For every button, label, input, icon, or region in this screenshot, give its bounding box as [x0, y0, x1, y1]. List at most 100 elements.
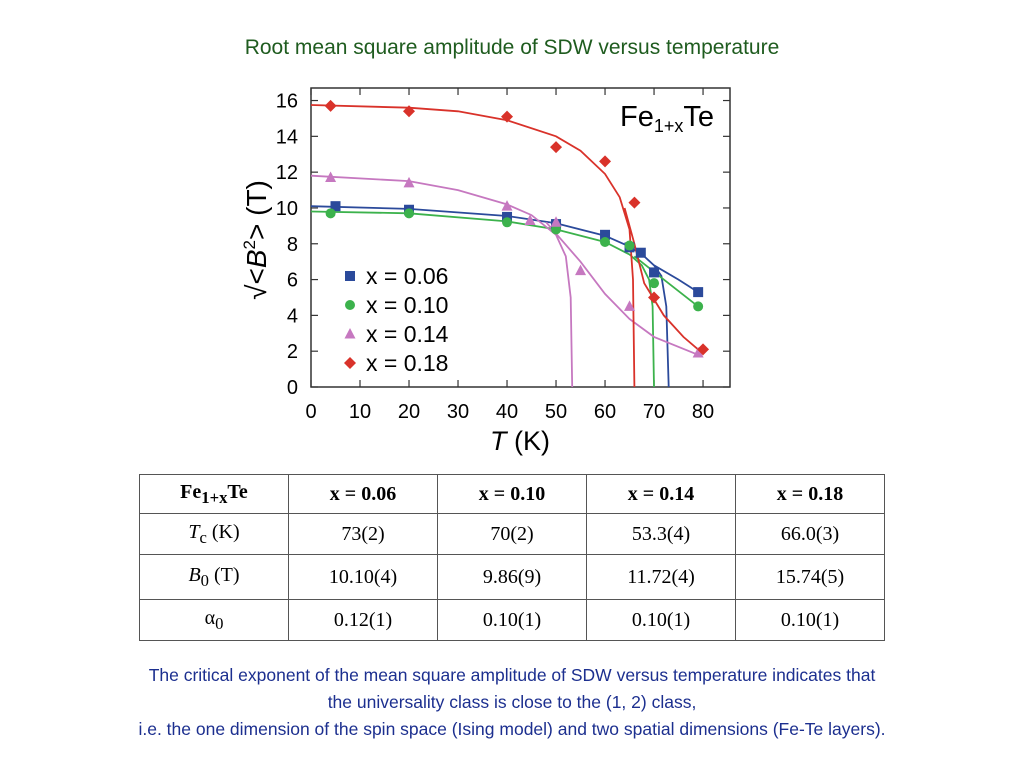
cell-part: B	[188, 563, 201, 586]
table-header: Fe1+xTe x = 0.06 x = 0.10 x = 0.14 x = 0.18	[139, 474, 885, 514]
data-point	[599, 155, 612, 168]
x-tick-label: 50	[545, 401, 567, 423]
x-tick-label: 0	[305, 401, 316, 423]
data-point	[635, 247, 646, 258]
x-axis-label: T (K)	[490, 426, 550, 456]
text-part: B	[241, 249, 272, 268]
table-row: α0 0.12(1) 0.10(1) 0.10(1) 0.10(1)	[139, 599, 885, 641]
table-cell: x = 0.14	[586, 474, 736, 514]
fit-curve	[310, 174, 699, 388]
data-point	[693, 287, 704, 298]
data-point	[502, 217, 513, 228]
table-cell: 10.10(4)	[288, 554, 438, 600]
x-tick-label: 70	[643, 401, 665, 423]
cell-part: T	[188, 520, 200, 543]
table-cell: 11.72(4)	[586, 554, 736, 600]
table-row: B0 (T) 10.10(4) 9.86(9) 11.72(4) 15.74(5)	[139, 554, 885, 600]
table-cell: 0.10(1)	[437, 599, 587, 641]
text-part: Te	[683, 101, 714, 133]
table-cell: 15.74(5)	[735, 554, 885, 600]
cell-part: α	[204, 606, 216, 629]
text-part: (K)	[507, 426, 551, 456]
y-tick-label: 10	[276, 198, 298, 220]
table-cell: Fe1+xTe	[139, 474, 289, 514]
data-point	[649, 267, 660, 278]
table-cell: 0.10(1)	[735, 599, 885, 641]
text-part: √<	[241, 268, 272, 300]
data-point	[692, 346, 704, 358]
y-tick-label: 12	[276, 162, 298, 184]
chart: 0 10 20 30 40 50 60 70 80 0 2 4 6 8 10 12 14 16 Fe1+xTe √<B…	[240, 87, 731, 456]
data-point	[403, 105, 416, 118]
x-tick-label: 60	[594, 401, 616, 423]
text-part: Fe	[620, 101, 654, 133]
table-row: Tc (K) 73(2) 70(2) 53.3(4) 66.0(3)	[139, 513, 885, 555]
text-part: > (T)	[241, 180, 272, 240]
cell-part: 0	[200, 570, 209, 590]
plot-frame	[310, 87, 731, 388]
data-point	[524, 214, 536, 225]
legend-marker	[344, 328, 356, 339]
legend-label: x = 0.18	[366, 350, 448, 376]
cell-part: Fe	[180, 480, 202, 503]
cell-part: Te	[227, 480, 248, 503]
y-tick-label: 6	[287, 270, 298, 292]
legend-marker	[345, 300, 355, 310]
data-point	[404, 208, 415, 219]
table-cell: x = 0.10	[437, 474, 587, 514]
x-tick-label: 20	[398, 401, 420, 423]
data-point	[502, 211, 513, 222]
x-tick-label: 30	[447, 401, 469, 423]
table-cell: 66.0(3)	[735, 513, 885, 555]
data-point	[325, 208, 336, 219]
y-tick-label: 16	[276, 91, 298, 113]
data-point	[550, 216, 562, 227]
data-point	[325, 171, 337, 183]
caption: The critical exponent of the mean square…	[0, 662, 1024, 743]
table-cell: Tc (K)	[139, 513, 289, 555]
y-tick-label: 0	[287, 377, 298, 399]
table-cell: 9.86(9)	[437, 554, 587, 600]
caption-line: The critical exponent of the mean square…	[148, 665, 876, 685]
data-table: Fe1+xTe x = 0.06 x = 0.10 x = 0.14 x = 0.18 T…	[139, 474, 885, 641]
table-cell: 53.3(4)	[586, 513, 736, 555]
legend-marker	[344, 357, 356, 369]
legend-label: x = 0.10	[366, 292, 448, 318]
legend-label: x = 0.06	[366, 263, 448, 289]
data-point	[501, 200, 513, 211]
cell-part: 1+x	[201, 487, 228, 507]
x-tick-label: 40	[496, 401, 518, 423]
data-point	[501, 110, 514, 123]
y-tick-label: 8	[287, 234, 298, 256]
cell-part: (K)	[206, 520, 240, 543]
data-point	[624, 300, 636, 311]
data-point	[693, 301, 704, 312]
data-point	[628, 196, 641, 209]
table-cell: 0.12(1)	[288, 599, 438, 641]
cell-part: (T)	[209, 563, 240, 586]
legend-marker	[345, 271, 355, 281]
data-point	[600, 229, 611, 240]
text-part: T	[490, 426, 509, 456]
y-tick-label: 4	[287, 305, 298, 327]
y-tick-label: 2	[287, 341, 298, 363]
data-point	[403, 176, 415, 188]
table-cell: x = 0.18	[735, 474, 885, 514]
annotation: Fe1+xTe	[620, 101, 714, 136]
data-point	[551, 224, 562, 235]
data-point	[550, 141, 563, 154]
cell-part: 0	[215, 613, 224, 633]
x-tick-label: 10	[349, 401, 371, 423]
data-point	[324, 99, 337, 112]
text-part: 2	[240, 240, 259, 249]
data-point	[624, 240, 635, 251]
table-cell: 0.10(1)	[586, 599, 736, 641]
data-point	[575, 264, 587, 276]
table-cell: 70(2)	[437, 513, 587, 555]
cell-part: c	[199, 527, 207, 547]
y-tick-label: 14	[276, 126, 298, 148]
table-cell: 73(2)	[288, 513, 438, 555]
text-part: 1+x	[654, 116, 684, 136]
x-tick-label: 80	[692, 401, 714, 423]
